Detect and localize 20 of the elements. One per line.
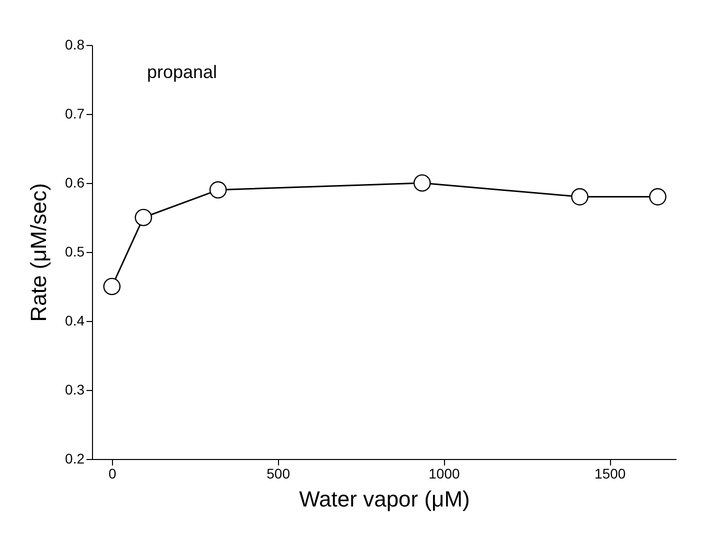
x-axis-title: Water vapor (μM) <box>299 486 470 512</box>
x-tick-label: 500 <box>266 466 290 482</box>
point <box>103 278 121 296</box>
annotation: propanal <box>147 62 218 82</box>
point <box>413 174 431 192</box>
y-tick-label: 0.7 <box>65 106 85 122</box>
point <box>571 188 588 206</box>
y-tick-label: 0.6 <box>65 174 85 190</box>
y-tick-label: 0.5 <box>65 244 85 260</box>
point <box>134 208 152 226</box>
x-tick-label: 1500 <box>594 466 626 482</box>
y-tick-label: 0.4 <box>65 312 85 328</box>
x-tick-label: 0 <box>108 466 117 482</box>
point <box>209 181 227 199</box>
point <box>649 188 666 206</box>
y-tick-label: 0.8 <box>65 36 85 52</box>
y-tick-label: 0.3 <box>65 382 85 398</box>
y-tick-label: 0.2 <box>65 450 85 466</box>
x-tick-label: 1000 <box>428 466 460 482</box>
y-axis-title: Rate (μM/sec) <box>26 183 52 322</box>
